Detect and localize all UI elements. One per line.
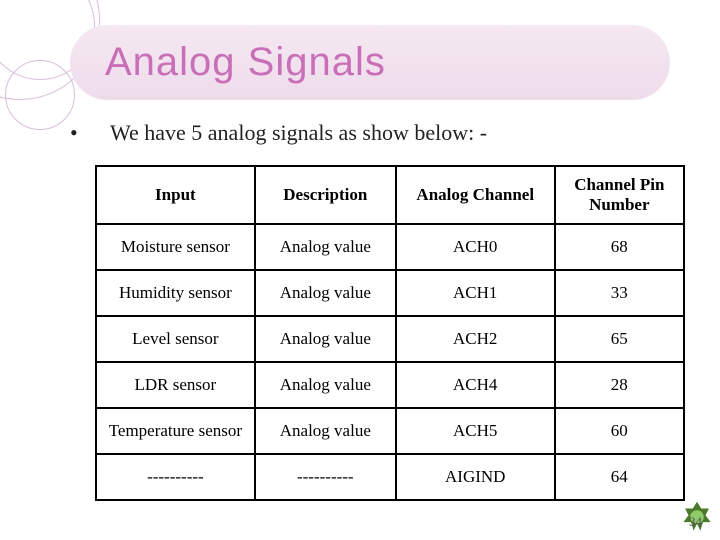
cell-channel: ACH4 <box>396 362 555 408</box>
cell-desc: Analog value <box>255 316 396 362</box>
cell-input: ---------- <box>96 454 255 500</box>
bullet-marker: • <box>70 120 110 146</box>
cell-pin: 33 <box>555 270 684 316</box>
col-header-pin: Channel Pin Number <box>555 166 684 224</box>
cell-pin: 64 <box>555 454 684 500</box>
table-header-row: Input Description Analog Channel Channel… <box>96 166 684 224</box>
cell-pin: 60 <box>555 408 684 454</box>
analog-signals-table: Input Description Analog Channel Channel… <box>95 165 685 501</box>
cell-channel: AIGIND <box>396 454 555 500</box>
cell-pin: 28 <box>555 362 684 408</box>
cell-input: LDR sensor <box>96 362 255 408</box>
table-row: Moisture sensor Analog value ACH0 68 <box>96 224 684 270</box>
col-header-channel: Analog Channel <box>396 166 555 224</box>
cell-desc: Analog value <box>255 362 396 408</box>
col-header-description: Description <box>255 166 396 224</box>
cell-channel: ACH1 <box>396 270 555 316</box>
cell-channel: ACH5 <box>396 408 555 454</box>
cell-desc: Analog value <box>255 224 396 270</box>
bullet-row: • We have 5 analog signals as show below… <box>70 120 670 146</box>
cell-desc: Analog value <box>255 408 396 454</box>
title-bar: Analog Signals <box>70 25 670 100</box>
cell-desc: ---------- <box>255 454 396 500</box>
cell-pin: 65 <box>555 316 684 362</box>
page-title: Analog Signals <box>105 40 386 85</box>
cell-input: Humidity sensor <box>96 270 255 316</box>
cell-desc: Analog value <box>255 270 396 316</box>
cell-pin: 68 <box>555 224 684 270</box>
cell-input: Temperature sensor <box>96 408 255 454</box>
table-row: Level sensor Analog value ACH2 65 <box>96 316 684 362</box>
cell-input: Moisture sensor <box>96 224 255 270</box>
bullet-text: We have 5 analog signals as show below: … <box>110 120 487 146</box>
cell-input: Level sensor <box>96 316 255 362</box>
table-row: ---------- ---------- AIGIND 64 <box>96 454 684 500</box>
table-row: Humidity sensor Analog value ACH1 33 <box>96 270 684 316</box>
table-row: LDR sensor Analog value ACH4 28 <box>96 362 684 408</box>
cell-channel: ACH0 <box>396 224 555 270</box>
page-number: 34 <box>689 514 702 530</box>
table-row: Temperature sensor Analog value ACH5 60 <box>96 408 684 454</box>
cell-channel: ACH2 <box>396 316 555 362</box>
col-header-input: Input <box>96 166 255 224</box>
decorative-circle <box>5 60 75 130</box>
